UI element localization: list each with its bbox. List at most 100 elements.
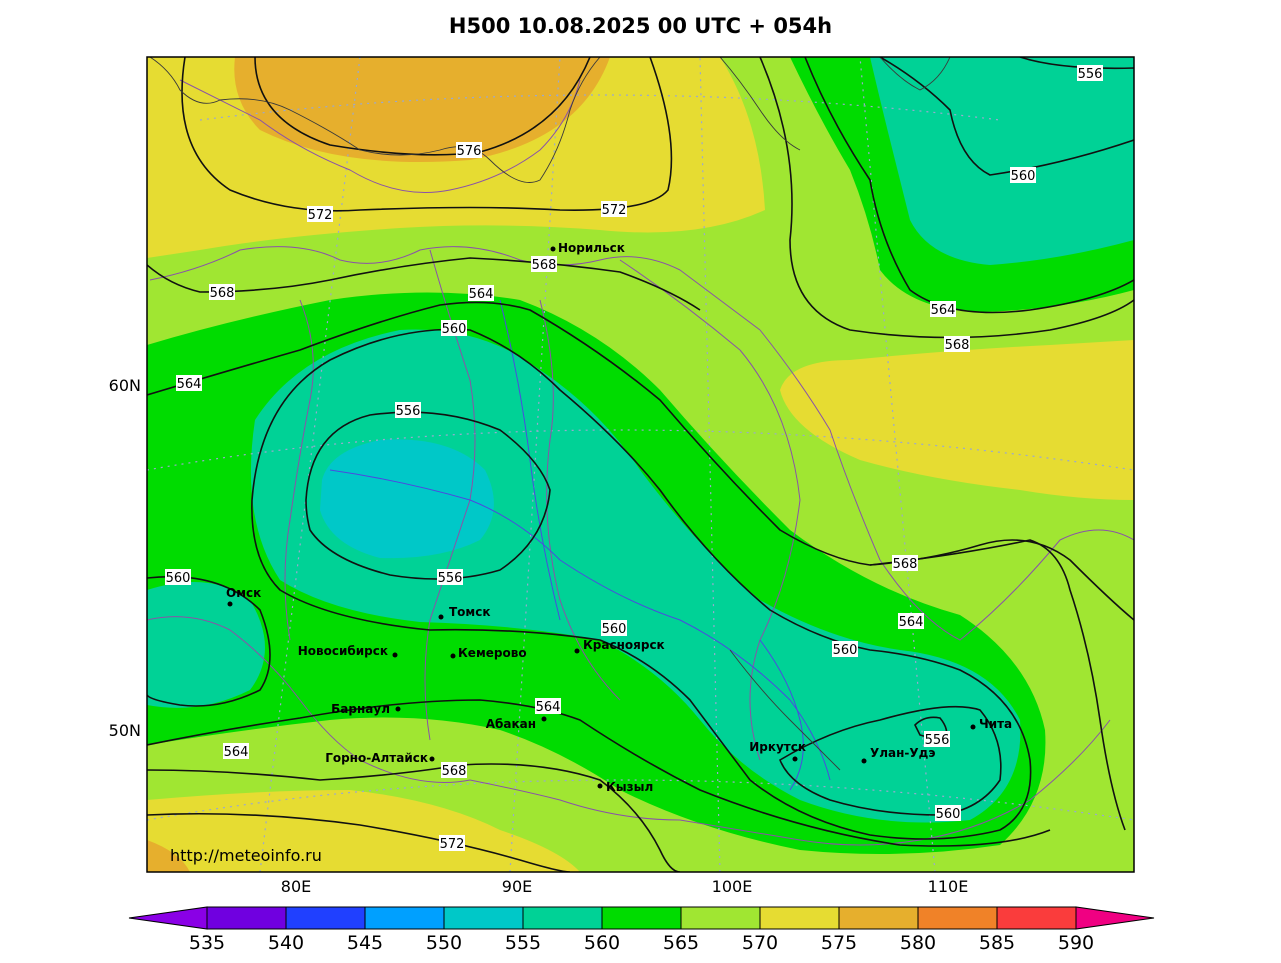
svg-text:Кызыл: Кызыл: [606, 780, 653, 794]
svg-text:Норильск: Норильск: [558, 241, 625, 255]
colorbar-tick-label: 555: [505, 932, 541, 954]
svg-text:568: 568: [442, 764, 467, 779]
contour-560-trough: [251, 328, 1032, 840]
city-marker: Норильск: [550, 241, 625, 255]
band-555-560-northeast: [870, 57, 1134, 265]
colorbar-segment: [364, 906, 445, 930]
contour-label: 560: [935, 805, 961, 822]
svg-text:572: 572: [440, 837, 465, 852]
colorbar-tick-label: 550: [426, 932, 462, 954]
svg-text:556: 556: [925, 733, 950, 748]
contour-label: 564: [535, 698, 561, 715]
svg-text:Омск: Омск: [226, 586, 261, 600]
svg-text:560: 560: [833, 643, 858, 658]
svg-text:560: 560: [1011, 169, 1036, 184]
borders: [147, 79, 1134, 846]
colorbar-segment: [996, 906, 1077, 930]
colorbar: 535 540 545 550 555 560 565 570 575 580 585 590: [128, 906, 1155, 954]
colorbar-segment: [759, 906, 840, 930]
svg-text:564: 564: [224, 745, 249, 760]
band-570-575-east: [780, 340, 1134, 500]
colorbar-tick-label: 535: [189, 932, 225, 954]
cities: Норильск Омск Томск Новосибирск Кемерово…: [226, 241, 1012, 794]
contour-label: 568: [892, 555, 918, 572]
svg-text:556: 556: [396, 404, 421, 419]
contour-label: 576: [456, 142, 482, 159]
colorbar-segment: [838, 906, 919, 930]
contour-556-centre: [305, 411, 551, 580]
svg-text:Барнаул: Барнаул: [331, 702, 390, 716]
colorbar-segment: [285, 906, 366, 930]
contour-564-south: [147, 699, 1051, 847]
city-marker: Чита: [970, 717, 1012, 731]
svg-text:560: 560: [936, 807, 961, 822]
city-marker: Омск: [226, 586, 261, 607]
svg-text:Кемерово: Кемерово: [458, 646, 527, 660]
contour-label: 556: [395, 402, 421, 419]
city-marker: Новосибирск: [298, 644, 398, 658]
band-575-580-south: [147, 840, 190, 872]
contours: [147, 57, 1134, 872]
svg-text:572: 572: [602, 203, 627, 218]
contour-568-north: [147, 257, 701, 311]
colorbar-segment: [601, 906, 682, 930]
contour-label: 568: [441, 762, 467, 779]
colorbar-segment: [917, 906, 998, 930]
contour-572-south: [147, 812, 571, 872]
svg-text:560: 560: [442, 322, 467, 337]
svg-text:572: 572: [308, 208, 333, 223]
svg-text:568: 568: [532, 258, 557, 273]
contour-label: 560: [1010, 167, 1036, 184]
contour-568-east: [759, 57, 1134, 339]
svg-text:564: 564: [177, 377, 202, 392]
map-frame: [146, 56, 1135, 873]
svg-text:576: 576: [457, 144, 482, 159]
svg-text:568: 568: [210, 286, 235, 301]
contour-564-west: [147, 301, 1126, 831]
city-marker: Красноярск: [574, 638, 665, 654]
contour-label: 572: [601, 201, 627, 218]
contour-label: 560: [832, 641, 858, 658]
contour-label: 556: [924, 731, 950, 748]
contour-labels: 576 572 572 572 568 568 568 568 568 564 …: [165, 65, 1103, 852]
colorbar-tick-label: 540: [268, 932, 304, 954]
contour-label: 564: [223, 743, 249, 760]
lon-label-110e: 110E: [928, 877, 969, 896]
colorbar-segment: [206, 906, 287, 930]
contour-label: 568: [944, 336, 970, 353]
lon-label-80e: 80E: [281, 877, 311, 896]
svg-text:560: 560: [602, 622, 627, 637]
contour-label: 556: [1077, 65, 1103, 82]
city-marker: Абакан: [486, 716, 547, 731]
band-555-560-omsk: [147, 582, 265, 708]
svg-text:564: 564: [931, 303, 956, 318]
band-550-555-centre: [320, 439, 494, 559]
svg-text:Томск: Томск: [449, 605, 491, 619]
city-marker: Иркутск: [749, 740, 806, 762]
contour-560-main: [147, 575, 271, 707]
svg-text:Улан-Удэ: Улан-Удэ: [870, 746, 935, 760]
colorbar-tick-label: 565: [663, 932, 699, 954]
contour-label: 572: [307, 206, 333, 223]
colorbar-tick-label: 580: [900, 932, 936, 954]
svg-text:Красноярск: Красноярск: [583, 638, 665, 652]
city-marker: Улан-Удэ: [861, 746, 935, 764]
contour-label: 564: [176, 375, 202, 392]
colorbar-tick-label: 545: [347, 932, 383, 954]
svg-text:Абакан: Абакан: [486, 717, 536, 731]
svg-text:Чита: Чита: [979, 717, 1012, 731]
contour-568-south: [147, 763, 681, 872]
contour-label: 568: [209, 284, 235, 301]
svg-text:568: 568: [893, 557, 918, 572]
contour-572-north: [181, 57, 673, 212]
lon-label-90e: 90E: [502, 877, 532, 896]
source-url: http://meteoinfo.ru: [170, 846, 322, 865]
lat-label-60n: 60N: [109, 376, 141, 395]
colorbar-tick-label: 585: [979, 932, 1015, 954]
coastline: [149, 57, 951, 771]
contour-label: 564: [898, 613, 924, 630]
colorbar-segment: [522, 906, 603, 930]
colorbar-segment: [680, 906, 761, 930]
colorbar-tick-label: 570: [742, 932, 778, 954]
